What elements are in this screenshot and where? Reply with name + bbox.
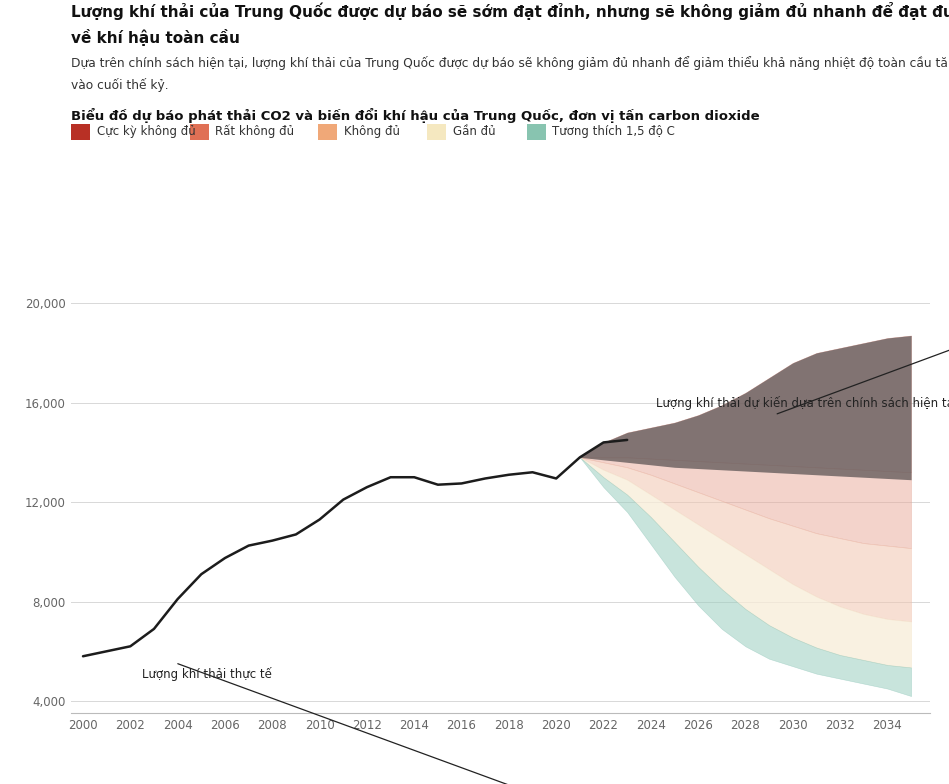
Text: Tương thích 1,5 độ C: Tương thích 1,5 độ C — [552, 125, 675, 138]
Text: Lượng khí thải của Trung Quốc được dự báo sẽ sớm đạt đỉnh, nhưng sẽ không giảm đ: Lượng khí thải của Trung Quốc được dự bá… — [71, 2, 949, 20]
Text: vào cuối thế kỷ.: vào cuối thế kỷ. — [71, 78, 169, 93]
Text: Gần đủ: Gần đủ — [453, 125, 495, 138]
Text: Biểu đồ dự báo phát thải CO2 và biến đổi khí hậu của Trung Quốc, đơn vị tấn carb: Biểu đồ dự báo phát thải CO2 và biến đổi… — [71, 108, 760, 123]
Text: Lượng khí thải dự kiến dựa trên chính sách hiện tại: Lượng khí thải dự kiến dựa trên chính sá… — [656, 0, 949, 415]
Text: về khí hậu toàn cầu: về khí hậu toàn cầu — [71, 29, 240, 46]
Text: Cực kỳ không đủ: Cực kỳ không đủ — [97, 125, 195, 138]
Text: Dựa trên chính sách hiện tại, lượng khí thải của Trung Quốc được dự báo sẽ không: Dựa trên chính sách hiện tại, lượng khí … — [71, 56, 949, 71]
Text: Rất không đủ: Rất không đủ — [215, 125, 294, 139]
Text: Lượng khí thải thực tế: Lượng khí thải thực tế — [142, 663, 949, 784]
Text: Không đủ: Không đủ — [344, 125, 400, 138]
